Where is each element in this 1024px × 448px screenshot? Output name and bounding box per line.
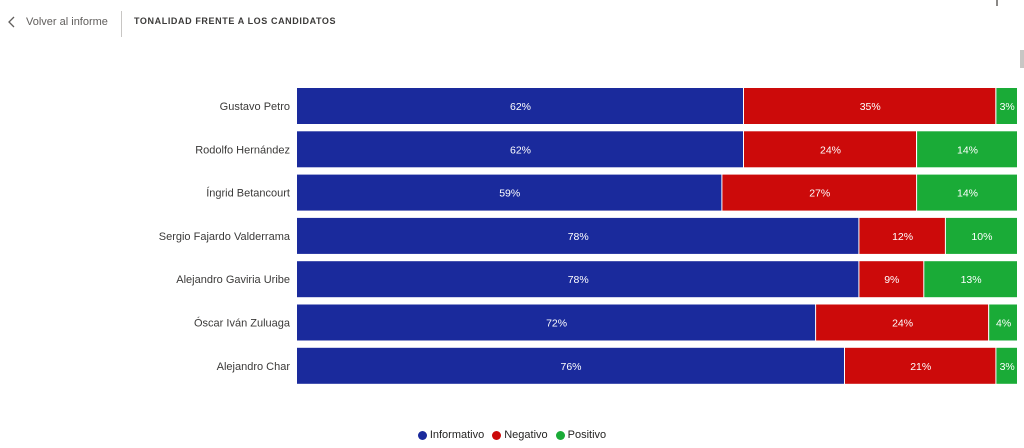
window-edge-mark (996, 0, 998, 6)
bar-segment-negativo[interactable] (744, 131, 916, 168)
legend-label: Negativo (504, 429, 548, 441)
back-to-report-button[interactable]: Volver al informe (4, 12, 108, 32)
chevron-left-icon (8, 16, 15, 28)
data-label: 78% (568, 274, 589, 286)
bar-segment-informativo[interactable] (297, 217, 859, 254)
data-label: 72% (546, 318, 567, 330)
header-divider (121, 11, 122, 37)
category-label: Gustavo Petro (220, 101, 290, 113)
bar-segment-informativo[interactable] (297, 261, 859, 298)
data-label: 24% (820, 144, 841, 156)
legend-swatch (492, 430, 502, 440)
legend-item-negativo[interactable]: Negativo (492, 428, 548, 442)
data-label: 10% (971, 231, 992, 243)
data-label: 14% (957, 188, 978, 200)
legend-label: Positivo (567, 429, 607, 441)
data-label: 76% (560, 361, 581, 373)
category-label: Sergio Fajardo Valderrama (159, 231, 291, 243)
bar-segment-positivo[interactable] (917, 131, 1017, 168)
bar-segment-informativo[interactable] (297, 131, 743, 168)
data-label: 14% (957, 144, 978, 156)
data-label: 62% (510, 101, 531, 113)
legend-swatch (555, 430, 565, 440)
bar-segment-positivo[interactable] (945, 217, 1017, 254)
legend-swatch (417, 430, 427, 440)
legend-item-positivo[interactable]: Positivo (555, 428, 607, 442)
chart-legend: Informativo Negativo Positivo (0, 428, 1024, 442)
bar-segment-informativo[interactable] (297, 88, 743, 124)
data-label: 3% (1000, 101, 1015, 113)
category-label: Alejandro Char (217, 361, 291, 373)
data-label: 27% (809, 188, 830, 200)
data-label: 21% (910, 361, 931, 373)
data-label: 78% (568, 231, 589, 243)
data-label: 13% (961, 274, 982, 286)
data-label: 24% (892, 318, 913, 330)
bar-segment-negativo[interactable] (816, 304, 989, 341)
bar-segment-positivo[interactable] (924, 261, 1017, 298)
data-label: 59% (499, 188, 520, 200)
bar-segment-informativo[interactable] (297, 174, 722, 211)
stacked-bar-chart: Gustavo Petro 62% 35% 3% Rodolfo Hernández 62… (159, 88, 1017, 384)
category-label: Rodolfo Hernández (195, 144, 290, 156)
bar-segment-positivo[interactable] (996, 88, 1017, 124)
scrollbar-thumb[interactable] (1020, 50, 1024, 68)
data-label: 4% (996, 318, 1011, 330)
category-label: Alejandro Gaviria Uribe (176, 274, 290, 286)
bar-segment-informativo[interactable] (297, 304, 816, 341)
bar-segment-positivo[interactable] (989, 304, 1017, 341)
data-label: 35% (860, 101, 881, 113)
back-to-report-label: Volver al informe (26, 16, 108, 28)
bar-segment-informativo[interactable] (297, 347, 844, 384)
bar-segment-positivo[interactable] (996, 347, 1017, 384)
data-label: 3% (1000, 361, 1015, 373)
header-bar: Volver al informe TONALIDAD FRENTE A LOS… (0, 0, 1024, 44)
page-title: TONALIDAD FRENTE A LOS CANDIDATOS (134, 16, 337, 26)
category-label: Óscar Iván Zuluaga (194, 317, 291, 330)
bar-segment-positivo[interactable] (917, 174, 1017, 211)
bar-segment-negativo[interactable] (845, 347, 996, 384)
bar-segment-negativo[interactable] (859, 217, 945, 254)
bar-segment-negativo[interactable] (744, 88, 996, 124)
data-label: 62% (510, 144, 531, 156)
bar-segment-negativo[interactable] (859, 261, 924, 298)
bar-segment-negativo[interactable] (722, 174, 917, 211)
data-label: 12% (892, 231, 913, 243)
category-label: Íngrid Betancourt (206, 187, 290, 200)
legend-label: Informativo (429, 429, 485, 441)
legend-item-informativo[interactable]: Informativo (417, 428, 485, 442)
data-label: 9% (884, 274, 899, 286)
